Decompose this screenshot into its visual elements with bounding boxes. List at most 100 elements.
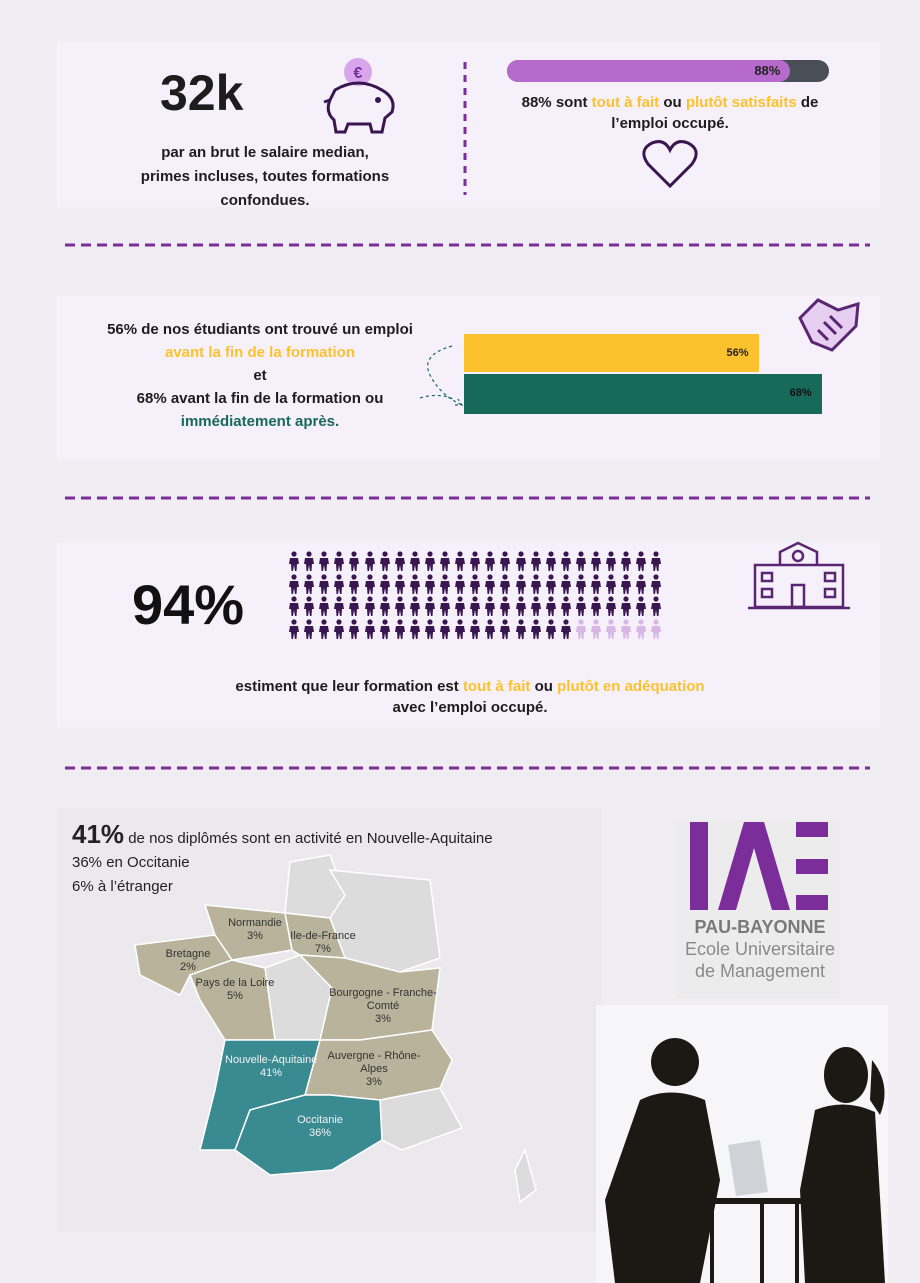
person-icon	[424, 574, 436, 594]
person-icon	[605, 574, 617, 594]
satisfaction-bar: 88%	[507, 60, 790, 82]
region-share: 3%	[318, 1076, 430, 1089]
bar: 56%	[464, 334, 759, 372]
region-label: Normandie3%	[220, 917, 290, 943]
infographic: €	[0, 0, 920, 1283]
person-icon	[545, 619, 557, 639]
person-icon	[650, 596, 662, 616]
person-icon	[424, 551, 436, 571]
person-icon	[484, 596, 496, 616]
person-icon	[635, 596, 647, 616]
text: 68% avant la fin de la formation ou	[65, 387, 455, 410]
person-icon	[318, 619, 330, 639]
person-icon	[409, 596, 421, 616]
person-icon	[364, 619, 376, 639]
person-icon	[379, 551, 391, 571]
adequation-text: estiment que leur formation est tout à f…	[150, 676, 790, 718]
person-icon	[605, 551, 617, 571]
person-icon	[333, 619, 345, 639]
person-icon	[515, 619, 527, 639]
person-icon	[364, 551, 376, 571]
person-icon	[454, 551, 466, 571]
region-share: 2%	[158, 961, 218, 974]
person-icon	[575, 551, 587, 571]
text: 88% sont	[522, 94, 592, 111]
person-icon	[348, 551, 360, 571]
location-text: 41% de nos diplômés sont en activité en …	[72, 822, 493, 899]
region-name: Normandie	[220, 917, 290, 930]
person-icon	[560, 551, 572, 571]
person-icon	[545, 596, 557, 616]
person-icon	[484, 619, 496, 639]
text: ou	[659, 94, 686, 111]
person-icon	[575, 574, 587, 594]
person-icon	[333, 596, 345, 616]
person-icon	[394, 574, 406, 594]
person-icon	[605, 596, 617, 616]
region-share: 36%	[285, 1127, 355, 1140]
adequation-value: 94%	[132, 572, 244, 637]
person-icon	[439, 619, 451, 639]
map	[135, 855, 536, 1202]
employment-bars: 56%68%	[464, 334, 920, 416]
person-icon	[348, 619, 360, 639]
satisfaction-text: 88% sont tout à fait ou plutôt satisfait…	[520, 92, 820, 134]
person-icon	[620, 551, 632, 571]
person-icon	[318, 551, 330, 571]
region-label: Ile-de-France7%	[288, 930, 358, 956]
text: estiment que leur formation est	[235, 678, 463, 695]
person-icon	[620, 619, 632, 639]
bar: 68%	[464, 374, 822, 414]
person-icon	[560, 619, 572, 639]
person-icon	[394, 619, 406, 639]
person-icon	[439, 551, 451, 571]
person-icon	[303, 619, 315, 639]
satisfaction-track: 88%	[507, 60, 829, 82]
person-icon	[545, 574, 557, 594]
person-icon	[515, 596, 527, 616]
person-icon	[409, 551, 421, 571]
text: et	[65, 364, 455, 387]
person-icon	[560, 596, 572, 616]
person-icon	[288, 596, 300, 616]
person-icon	[515, 551, 527, 571]
text: avant la fin de la formation	[65, 341, 455, 364]
person-icon	[635, 574, 647, 594]
person-icon	[439, 596, 451, 616]
text: 6% à l’étranger	[72, 875, 493, 899]
person-icon	[635, 619, 647, 639]
employment-text: 56% de nos étudiants ont trouvé un emplo…	[65, 318, 455, 433]
person-icon	[288, 574, 300, 594]
person-icon	[439, 574, 451, 594]
person-icon	[650, 551, 662, 571]
person-icon	[530, 619, 542, 639]
person-icon	[650, 619, 662, 639]
text: de nos diplômés sont en activité en Nouv…	[128, 830, 492, 847]
euro-icon: €	[354, 65, 363, 82]
person-icon	[590, 551, 602, 571]
person-icon	[499, 619, 511, 639]
person-icon	[454, 619, 466, 639]
person-icon	[303, 551, 315, 571]
person-icon	[635, 551, 647, 571]
person-icon	[424, 619, 436, 639]
text: immédiatement après.	[65, 410, 455, 433]
person-icon	[318, 574, 330, 594]
salary-text: par an brut le salaire median, primes in…	[135, 141, 395, 213]
region-share: 5%	[195, 990, 275, 1003]
text: plutôt satisfaits	[686, 94, 797, 111]
person-icon	[590, 574, 602, 594]
person-icon	[590, 619, 602, 639]
text: 56% de nos étudiants ont trouvé un emplo…	[65, 318, 455, 341]
salary-value: 32k	[160, 64, 243, 122]
region-name: Auvergne - Rhône-Alpes	[318, 1050, 430, 1076]
person-icon	[469, 619, 481, 639]
text: ou	[530, 678, 557, 695]
person-icon	[484, 551, 496, 571]
region-share: 7%	[288, 943, 358, 956]
person-icon	[499, 574, 511, 594]
person-icon	[348, 574, 360, 594]
